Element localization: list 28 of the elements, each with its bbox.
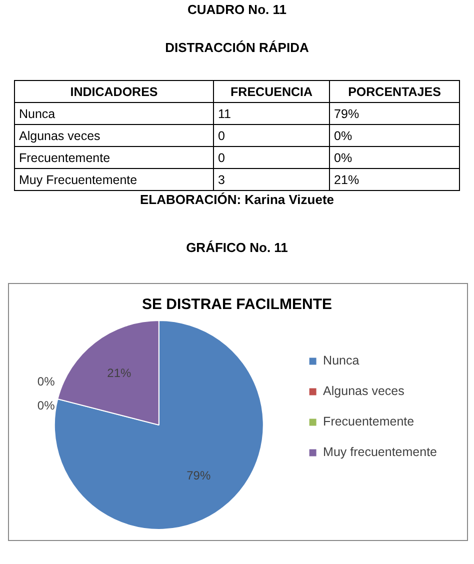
text: FRECUENCIA [214, 80, 330, 102]
text: 0% [37, 398, 55, 412]
category-label: Muy Frecuentemente [14, 168, 214, 190]
data-label: 21% [107, 366, 132, 380]
data-label: 21% [330, 168, 460, 190]
data-label: 0% [330, 124, 460, 146]
chart-title: SE DISTRAE FACILMENTE [142, 296, 332, 314]
data-label: 0% [330, 146, 460, 168]
data-label: 11 [214, 102, 330, 124]
data-label: 0 [214, 146, 330, 168]
category-label: Algunas veces [14, 124, 214, 146]
legend-label: Nunca [323, 354, 360, 368]
text: GRÁFICO No. 11 [185, 240, 289, 255]
text: ELABORACIÓN: Karina Vizuete [138, 192, 336, 207]
data-label: 0 [214, 124, 330, 146]
text: DISTRACCIÓN RÁPIDA [164, 40, 310, 55]
legend-label: Frecuentemente [323, 414, 414, 429]
legend-label: Algunas veces [323, 384, 404, 398]
data-label: 79% [330, 102, 460, 124]
category-label: Nunca [14, 102, 214, 124]
data-label: 79% [186, 468, 211, 483]
legend-label: Muy frecuentemente [323, 445, 438, 460]
text: CUADRO No. 11 [186, 2, 288, 17]
text: 0% [37, 374, 55, 388]
category-label: Frecuentemente [14, 146, 214, 168]
text: INDICADORES [14, 80, 214, 102]
data-label: 3 [214, 168, 330, 190]
text: PORCENTAJES [330, 80, 460, 102]
